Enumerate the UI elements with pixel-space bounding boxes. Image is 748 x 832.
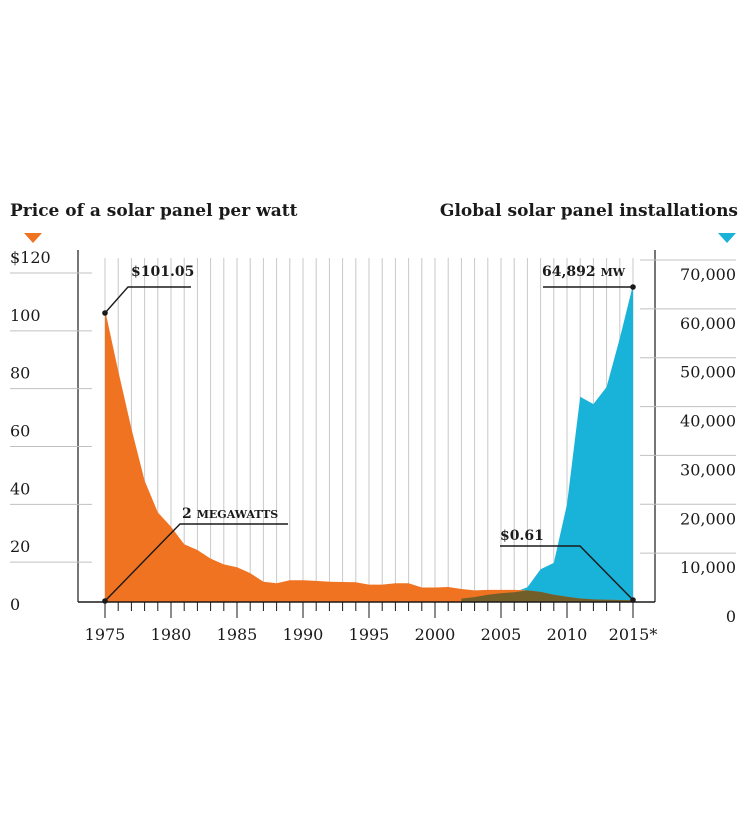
overlap-area xyxy=(461,590,633,602)
right-tick-label: 10,000 xyxy=(680,558,736,577)
x-tick-label: 1980 xyxy=(151,625,192,644)
price-end-dot xyxy=(630,597,636,603)
axes: 1975 1980 1985 1990 1995 2000 2005 2010 2015*$12… xyxy=(10,248,736,644)
x-tick-label: 1985 xyxy=(217,625,258,644)
install-start-label: 2 MEGAWATTS xyxy=(182,506,278,522)
x-tick-label: 1975 xyxy=(85,625,126,644)
install-end-dot xyxy=(630,284,636,290)
install-start-unit: MEGAWATTS xyxy=(197,508,279,521)
price-start-leader xyxy=(104,286,191,314)
right-tick-label: 20,000 xyxy=(680,509,736,528)
left-tick-label: 80 xyxy=(10,364,30,383)
left-tick-label: 100 xyxy=(10,306,41,325)
x-tick-label: 2005 xyxy=(481,625,522,644)
left-axis-title: Price of a solar panel per watt xyxy=(10,201,298,221)
gridlines xyxy=(104,258,634,602)
right-tick-label: 30,000 xyxy=(680,460,736,479)
install-end-value: 64,892 xyxy=(542,264,596,280)
price-series-marker-icon xyxy=(24,233,42,243)
x-tick-label: 2000 xyxy=(415,625,456,644)
installations-series-marker-icon xyxy=(718,233,736,243)
x-tick-label: 1995 xyxy=(349,625,390,644)
install-end-label: 64,892 MW xyxy=(542,264,626,280)
left-tick-label: 40 xyxy=(10,479,30,498)
price-end-leader xyxy=(500,545,634,601)
install-end-unit: MW xyxy=(601,266,626,279)
x-tick-label: 2010 xyxy=(547,625,588,644)
megawatts-leader xyxy=(104,523,288,602)
left-tick-label: 60 xyxy=(10,422,30,441)
right-tick-label: 0 xyxy=(726,607,736,626)
price-end-label: $0.61 xyxy=(500,528,544,544)
left-tick-label: 20 xyxy=(10,537,30,556)
right-tick-label: 70,000 xyxy=(680,265,736,284)
megawatts-start-dot xyxy=(102,598,108,604)
price-start-label: $101.05 xyxy=(131,264,194,280)
right-tick-label: 60,000 xyxy=(680,314,736,333)
price-area xyxy=(105,309,633,602)
install-start-value: 2 xyxy=(182,506,192,522)
right-tick-label: 40,000 xyxy=(680,412,736,431)
annotation-lines xyxy=(104,286,634,602)
price-start-dot xyxy=(102,310,108,316)
x-tick-label: 1990 xyxy=(283,625,324,644)
left-tick-label: $120 xyxy=(10,248,51,267)
right-tick-label: 50,000 xyxy=(680,363,736,382)
right-axis-title: Global solar panel installations xyxy=(439,201,738,221)
series-areas xyxy=(105,285,633,602)
annotation-dots xyxy=(102,284,636,604)
x-tick-label: 2015* xyxy=(609,625,658,644)
left-tick-label: 0 xyxy=(10,595,20,614)
installations-area xyxy=(105,285,633,602)
